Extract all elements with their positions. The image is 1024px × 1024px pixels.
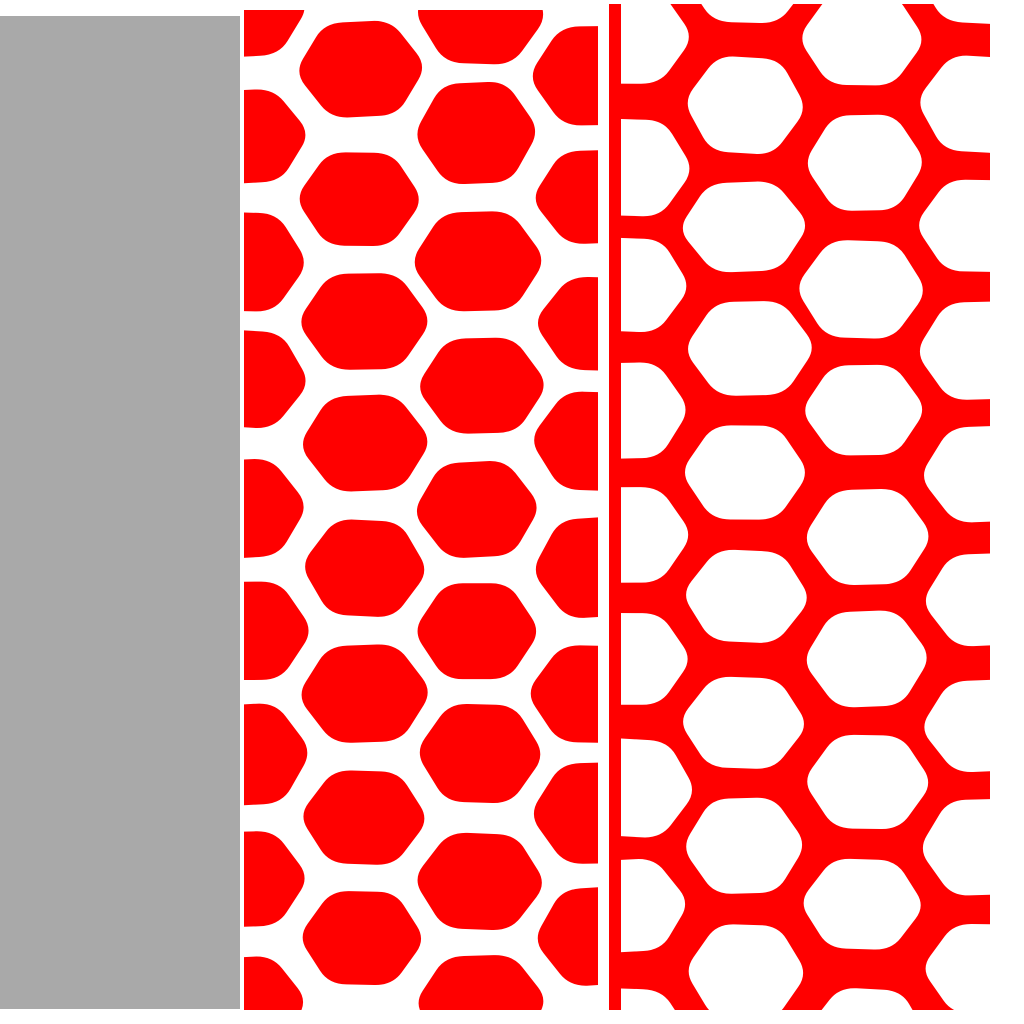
outline-cell [803,858,921,950]
outline-cell [919,179,990,272]
outline-cell [806,488,929,586]
solid-cell [244,581,309,681]
solid-cells [244,10,598,1024]
outline-cell [609,988,675,1010]
outline-cell [609,738,692,838]
outline-cell [688,301,812,396]
gray-panel [0,16,240,1009]
outline-cell [701,4,794,24]
outline-cell [687,56,803,154]
solid-cell [299,152,419,247]
solid-cell [417,583,537,680]
outline-cell [802,4,922,86]
solid-cell [244,459,304,558]
outline-cells [609,4,990,1010]
solid-cell [419,703,541,804]
outline-cell-panel [609,0,990,1024]
outline-left-border [609,4,621,1010]
solid-cell [534,1012,598,1024]
solid-cell [244,330,306,428]
outline-cell [682,181,806,273]
outline-cell [805,364,923,456]
solid-cell [244,89,306,184]
outline-cell [821,988,913,1010]
solid-cell [530,645,598,743]
solid-cell [535,517,598,618]
solid-cell [534,391,598,491]
outline-cell [609,487,689,583]
solid-cell [535,150,598,244]
solid-cell [532,26,598,126]
outline-cell [924,679,990,773]
solid-cell [244,212,304,312]
solid-cell [244,956,304,1010]
solid-cell [299,20,423,118]
outline-cell [925,553,990,647]
outline-cell [609,4,689,84]
solid-cell [301,644,428,743]
outline-cell-pattern [609,4,990,1010]
solid-cell [417,832,542,931]
outline-cell [933,4,990,24]
solid-cell [414,211,542,312]
solid-cell [305,519,425,617]
outline-cell [925,923,990,1010]
outline-cell [807,114,922,211]
outline-cell [919,301,990,400]
outline-cell [688,924,804,1010]
outline-cell [686,797,803,894]
solid-cell [303,770,425,865]
solid-cell [302,891,422,986]
outline-cell [609,859,686,953]
outline-cell [609,118,690,217]
outline-cell [799,240,923,339]
outline-cell [806,610,927,708]
outline-cell [684,425,805,520]
outline-cell [609,613,688,705]
solid-cell [418,955,544,1010]
solid-cell [420,337,544,434]
outline-cell [609,362,686,459]
solid-cell-panel [244,0,598,1024]
solid-cell [244,703,308,806]
solid-cell [416,461,537,558]
solid-cell [244,831,305,927]
solid-cell [538,276,598,371]
outline-cell [686,549,807,643]
solid-cell [297,1016,423,1024]
solid-cell [244,10,305,57]
outline-cell [807,734,929,830]
solid-cell [303,394,428,492]
outline-cell [683,676,804,769]
outline-cell [609,237,687,333]
outline-cell [922,799,990,896]
solid-cell [537,887,598,986]
solid-cell [301,273,428,370]
solid-cell [417,81,536,185]
outline-cell [924,426,990,523]
solid-cell-pattern [244,10,598,1024]
outline-cell [920,55,990,153]
solid-cell [533,762,598,864]
solid-cell [418,10,544,65]
